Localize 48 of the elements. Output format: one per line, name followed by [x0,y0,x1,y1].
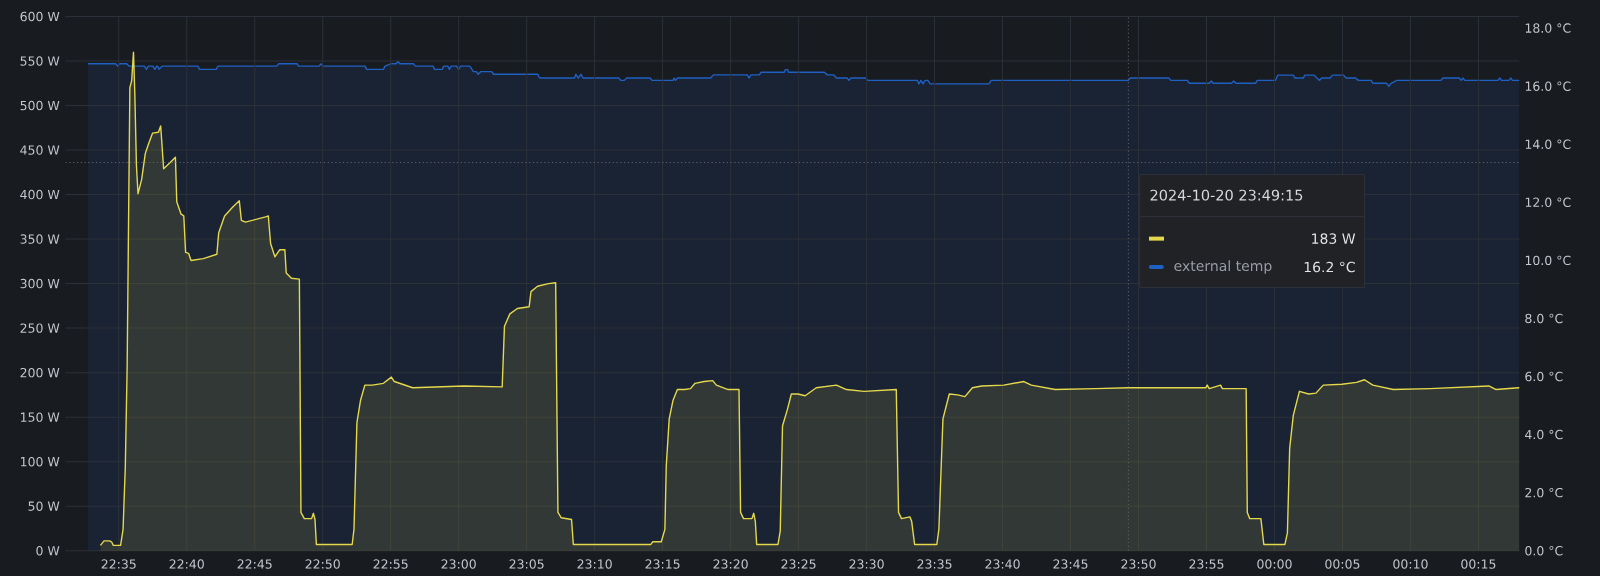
y-tick-label: 0 W [36,545,60,556]
x-tick-label: 23:15 [645,559,680,569]
y2-tick-label: 2.0 °C [1525,487,1563,498]
y-tick-label: 200 W [20,367,60,378]
x-tick-label: 23:50 [1121,559,1156,569]
x-tick-label: 22:50 [305,559,340,569]
x-tick-label: 23:55 [1189,559,1224,569]
y2-tick-label: 10.0 °C [1525,255,1571,266]
y-tick-label: 400 W [20,189,60,200]
y2-tick-label: 14.0 °C [1525,139,1571,149]
y2-tick-label: 0.0 °C [1525,545,1563,556]
y-tick-label: 500 W [20,100,60,111]
y-tick-label: 300 W [20,278,60,289]
x-tick-label: 23:00 [441,559,476,569]
y-tick-label: 250 W [20,323,60,333]
y2-tick-label: 8.0 °C [1525,313,1563,324]
y-tick-label: 550 W [20,56,60,66]
y-tick-label: 600 W [20,11,60,22]
x-tick-label: 23:45 [1053,559,1088,569]
x-tick-label: 00:15 [1461,559,1496,569]
x-tick-label: 22:40 [169,559,204,569]
y2-tick-label: 4.0 °C [1525,429,1563,440]
y-tick-label: 350 W [20,234,60,244]
x-tick-label: 23:40 [985,559,1020,569]
y-tick-label: 50 W [28,501,60,511]
y2-tick-label: 6.0 °C [1525,371,1563,382]
annotation: 16.2 °C [1304,261,1355,273]
x-tick-label: 23:05 [509,559,544,569]
y-tick-label: 450 W [20,145,60,155]
x-tick-label: 00:00 [1257,559,1292,569]
x-tick-label: 23:20 [713,559,748,569]
x-tick-label: 00:05 [1325,559,1360,569]
x-tick-label: 00:10 [1393,559,1428,569]
x-tick-label: 22:55 [373,559,408,569]
annotation: 2024-10-20 23:49:15 [1150,189,1303,201]
legend-label: external temp [1174,260,1272,274]
x-tick-label: 23:10 [577,559,612,569]
x-tick-label: 23:30 [849,559,884,569]
x-tick-label: 23:35 [917,559,952,569]
x-tick-label: 22:35 [101,559,136,569]
y2-tick-label: 12.0 °C [1525,197,1571,208]
x-tick-label: 23:25 [781,559,816,569]
y2-tick-label: 16.0 °C [1525,81,1571,91]
annotation: 183 W [1312,233,1356,244]
x-tick-label: 22:45 [237,559,272,569]
y-tick-label: 100 W [20,456,60,467]
y2-tick-label: 18.0 °C [1525,23,1571,33]
y-tick-label: 150 W [20,412,60,422]
